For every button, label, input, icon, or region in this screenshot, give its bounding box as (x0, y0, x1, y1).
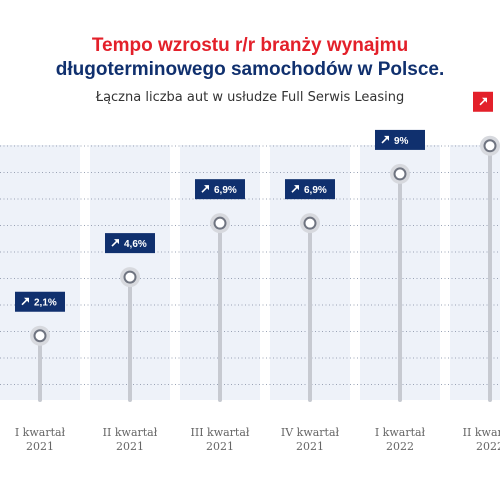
x-tick-label-year: 2021 (26, 440, 54, 453)
x-tick-label-year: 2022 (386, 440, 414, 453)
data-point-marker (303, 216, 317, 230)
data-point (480, 135, 500, 156)
chart-title: Tempo wzrostu r/r branży wynajmu długote… (0, 34, 500, 82)
data-label-text: 4,6% (124, 239, 147, 250)
data-point (210, 213, 230, 234)
chart-title-line1: Tempo wzrostu r/r branży wynajmu (91, 35, 409, 56)
data-point-marker (393, 167, 407, 181)
trend-up-arrow-icon (381, 135, 389, 144)
data-point (300, 213, 320, 234)
data-label: 6,9% (285, 179, 335, 200)
trend-up-arrow-icon (479, 97, 487, 106)
data-point-marker (213, 216, 227, 230)
data-point (390, 163, 410, 184)
data-label (473, 91, 493, 112)
trend-up-arrow-icon (21, 297, 29, 306)
data-point (120, 267, 140, 288)
x-tick-label-year: 2021 (296, 440, 324, 453)
x-tick-label: I kwartał (375, 426, 426, 439)
data-label: 6,9% (195, 179, 245, 200)
x-tick-label-year: 2022 (476, 440, 500, 453)
data-label-text: 2,1% (34, 298, 57, 309)
data-label: 2,1% (15, 291, 65, 312)
trend-up-arrow-icon (201, 185, 209, 193)
data-label-box (195, 179, 245, 200)
data-label-text: 9% (394, 136, 409, 147)
x-tick-label: II kwartał (463, 426, 500, 439)
data-point-marker (33, 329, 47, 343)
trend-up-arrow-icon (111, 239, 119, 247)
data-label-box (375, 129, 425, 150)
data-label-box (285, 179, 335, 200)
data-point-marker (483, 139, 497, 153)
x-tick-label: II kwartał (103, 426, 158, 439)
x-tick-label-year: 2021 (206, 440, 234, 453)
x-tick-label: III kwartał (191, 426, 250, 439)
trend-up-arrow-icon (291, 185, 299, 193)
data-point (30, 325, 50, 346)
chart-title-line2: długoterminowego samochodów w Polsce. (55, 59, 445, 80)
data-point-marker (123, 270, 137, 284)
data-label: 4,6% (105, 233, 155, 254)
column-band (450, 145, 500, 400)
data-label-box (15, 291, 65, 312)
chart-subtitle: Łączna liczba aut w usłudze Full Serwis … (95, 90, 405, 105)
data-label-text: 6,9% (214, 185, 237, 196)
data-label-box (105, 233, 155, 254)
data-label: 9% (375, 129, 425, 150)
x-tick-label-year: 2021 (116, 440, 144, 453)
x-tick-label: IV kwartał (281, 426, 340, 439)
x-tick-label: I kwartał (15, 426, 66, 439)
data-label-text: 6,9% (304, 185, 327, 196)
